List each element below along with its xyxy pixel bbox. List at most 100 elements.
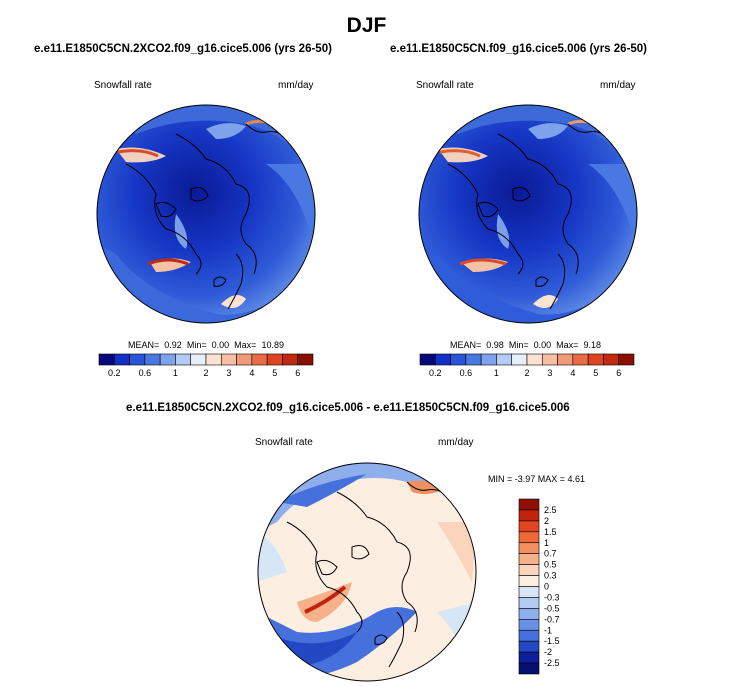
- diff-colorbar-tick-label: 0.3: [544, 571, 557, 581]
- diff-colorbar-cell: [518, 520, 540, 533]
- diff-colorbar-tick-label: 2.5: [544, 505, 557, 515]
- right-colorbar-cell: [603, 353, 620, 366]
- right-colorbar-cell: [541, 353, 558, 366]
- left-mean-label: MEAN=: [128, 340, 160, 350]
- right-colorbar-cell: [465, 353, 482, 366]
- diff-variable-label: Snowfall rate: [255, 437, 313, 448]
- right-colorbar-tick-label: 4: [570, 368, 575, 378]
- right-colorbar-cell: [618, 353, 635, 366]
- right-units-label: mm/day: [600, 80, 636, 91]
- diff-panel-title: e.e11.E1850C5CN.2XCO2.f09_g16.cice5.006 …: [126, 402, 570, 414]
- left-min-value: 0.00: [211, 340, 230, 350]
- left-colorbar-tick-label: 3: [226, 368, 231, 378]
- right-colorbar-cell: [587, 353, 604, 366]
- left-max-value: 10.89: [261, 340, 284, 350]
- left-colorbar-tick-label: 5: [272, 368, 277, 378]
- diff-colorbar-tick-label: -2: [544, 647, 552, 657]
- right-colorbar-cell: [434, 353, 451, 366]
- right-max-label: Max=: [556, 340, 579, 350]
- left-colorbar-tick-label: 1: [173, 368, 178, 378]
- left-colorbar-cell: [205, 353, 222, 366]
- diff-minmax: MIN = -3.97 MAX = 4.61: [488, 474, 586, 484]
- diff-colorbar-tick-label: 0.7: [544, 549, 557, 559]
- diff-colorbar-tick-label: -2.5: [544, 658, 560, 668]
- left-colorbar-cell: [98, 353, 115, 366]
- right-panel-title: e.e11.E1850C5CN.f09_g16.cice5.006 (yrs 2…: [390, 43, 648, 55]
- right-colorbar-tick-label: 0.6: [460, 368, 473, 378]
- right-colorbar-cell: [480, 353, 497, 366]
- left-colorbar-cell: [220, 353, 237, 366]
- right-colorbar: 0.2 0.6 1 2 3 4 5 6: [419, 353, 635, 378]
- diff-colorbar-tick-label: 2: [544, 516, 549, 526]
- left-colorbar-tick-label: 2: [203, 368, 208, 378]
- right-colorbar-tick-label: 5: [593, 368, 598, 378]
- left-colorbar-tick-label: 0.6: [139, 368, 152, 378]
- left-colorbar-cell: [113, 353, 130, 366]
- left-colorbar-cell: [266, 353, 283, 366]
- right-mean-label: MEAN=: [450, 340, 482, 350]
- left-colorbar-cell: [190, 353, 207, 366]
- left-colorbar: 0.2 0.6 1 2 3 4 5 6: [98, 353, 314, 378]
- diff-units-label: mm/day: [438, 437, 474, 448]
- diff-colorbar-cell: [518, 542, 540, 554]
- left-colorbar-cell: [282, 353, 299, 366]
- left-colorbar-cell: [159, 353, 176, 366]
- diff-colorbar-cell: [518, 608, 540, 620]
- left-colorbar-tick-label: 4: [249, 368, 254, 378]
- diff-colorbar-cell: [518, 509, 540, 522]
- left-variable-label: Snowfall rate: [94, 80, 152, 91]
- diff-colorbar-cell: [518, 629, 540, 642]
- diff-colorbar-tick-label: -0.5: [544, 603, 560, 613]
- right-colorbar-tick-label: 2: [524, 368, 529, 378]
- right-polar-map: [418, 104, 638, 324]
- right-colorbar-tick-label: 6: [616, 368, 621, 378]
- diff-colorbar-cell: [518, 564, 540, 576]
- left-colorbar-cell: [236, 353, 253, 366]
- diff-colorbar-tick-label: 0.5: [544, 560, 557, 570]
- left-colorbar-cell: [129, 353, 146, 366]
- right-stats: MEAN= 0.98 Min= 0.00 Max= 9.18: [450, 340, 601, 350]
- diff-colorbar-tick-label: -0.7: [544, 614, 560, 624]
- left-units-label: mm/day: [278, 80, 314, 91]
- left-colorbar-cell: [251, 353, 268, 366]
- right-colorbar-cell: [496, 353, 513, 366]
- right-colorbar-cell: [450, 353, 467, 366]
- diff-colorbar-cell: [518, 575, 540, 587]
- left-stats: MEAN= 0.92 Min= 0.00 Max= 10.89: [128, 340, 284, 350]
- diff-colorbar-cell: [518, 651, 540, 664]
- left-max-label: Max=: [234, 340, 257, 350]
- left-colorbar-cell: [175, 353, 192, 366]
- diff-colorbar-cell: [518, 531, 540, 544]
- diff-colorbar-tick-label: -1: [544, 625, 552, 635]
- diff-colorbar-cell: [518, 662, 540, 675]
- right-colorbar-cell: [526, 353, 543, 366]
- diff-colorbar-cell: [518, 619, 540, 631]
- right-colorbar-tick-label: 1: [494, 368, 499, 378]
- right-mean-value: 0.98: [486, 340, 504, 350]
- diff-colorbar-cell: [518, 553, 540, 565]
- right-colorbar-cell: [572, 353, 589, 366]
- right-colorbar-cell: [557, 353, 574, 366]
- main-title: DJF: [346, 14, 387, 37]
- diff-colorbar-cell: [518, 498, 540, 511]
- left-panel-title: e.e11.E1850C5CN.2XCO2.f09_g16.cice5.006 …: [34, 43, 332, 55]
- right-min-label: Min=: [508, 340, 529, 350]
- diff-colorbar-cell: [518, 640, 540, 653]
- diff-colorbar: 2.521.510.70.50.30-0.3-0.5-0.7-1-1.5-2-2…: [518, 498, 560, 675]
- right-max-value: 9.18: [583, 340, 601, 350]
- left-polar-map: [96, 104, 316, 324]
- diff-colorbar-tick-label: -1.5: [544, 636, 560, 646]
- left-colorbar-cell: [297, 353, 314, 366]
- right-colorbar-tick-label: 0.2: [429, 368, 442, 378]
- right-colorbar-tick-label: 3: [547, 368, 552, 378]
- left-mean-value: 0.92: [164, 340, 182, 350]
- left-colorbar-tick-label: 0.2: [108, 368, 121, 378]
- left-colorbar-cell: [144, 353, 161, 366]
- left-colorbar-tick-label: 6: [295, 368, 300, 378]
- right-min-value: 0.00: [533, 340, 552, 350]
- diff-colorbar-tick-label: -0.3: [544, 592, 560, 602]
- left-min-label: Min=: [186, 340, 207, 350]
- right-colorbar-cell: [419, 353, 436, 366]
- diff-colorbar-cell: [518, 597, 540, 609]
- diff-colorbar-tick-label: 0: [544, 582, 549, 592]
